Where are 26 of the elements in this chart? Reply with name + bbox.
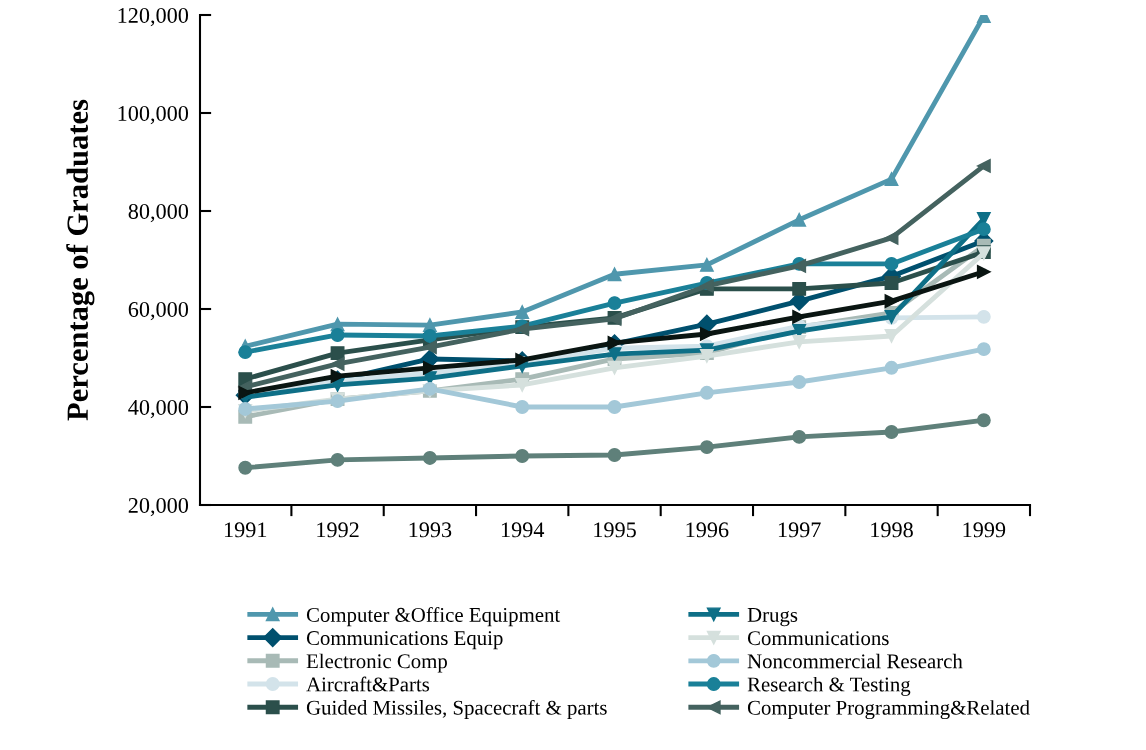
y-tick-label: 120,000 [118,7,189,27]
legend-label: Communications [747,631,889,646]
x-tick-label: 1992 [317,522,359,538]
x-tick-label: 1994 [501,522,545,538]
x-tick-label: 1993 [409,522,452,538]
y-axis-title: Percentage of Graduates [66,99,95,421]
legend-label: Communications Equip [306,631,503,650]
legend-label: Noncommercial Research [747,653,963,669]
legend-label: Drugs [747,608,798,627]
x-tick-label: 1996 [686,522,729,538]
x-tick-label: 1991 [224,522,267,538]
legend-label: Electronic Comp [306,653,447,673]
legend-label: Computer Programming&Related [747,700,1030,720]
y-tick-label: 40,000 [128,399,189,419]
y-tick-label: 60,000 [128,301,189,321]
y-tick-label: 100,000 [118,105,189,125]
y-tick-label: 20,000 [128,497,189,517]
legend-label: Computer &Office Equipment [306,607,561,627]
legend-label: Research & Testing [747,676,911,696]
y-tick-label: 80,000 [128,203,189,223]
legend-label: Aircraft&Parts [306,676,430,692]
x-tick-label: 1999 [963,522,1006,538]
legend-label: Guided Missiles, Spacecraft & parts [306,699,607,719]
x-tick-label: 1998 [871,522,913,538]
x-tick-label: 1997 [778,522,821,538]
x-tick-label: 1995 [594,522,636,538]
